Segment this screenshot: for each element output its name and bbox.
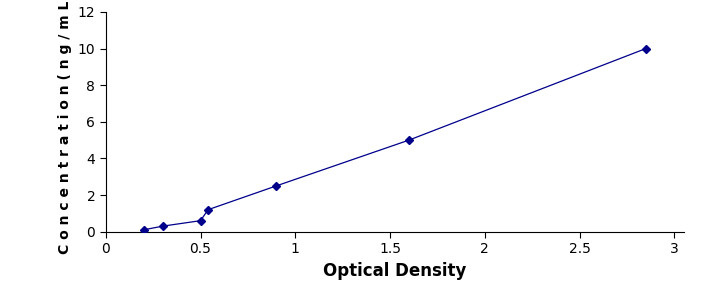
X-axis label: Optical Density: Optical Density (323, 262, 467, 280)
Y-axis label: C o n c e n t r a t i o n ( n g / m L ): C o n c e n t r a t i o n ( n g / m L ) (58, 0, 72, 254)
